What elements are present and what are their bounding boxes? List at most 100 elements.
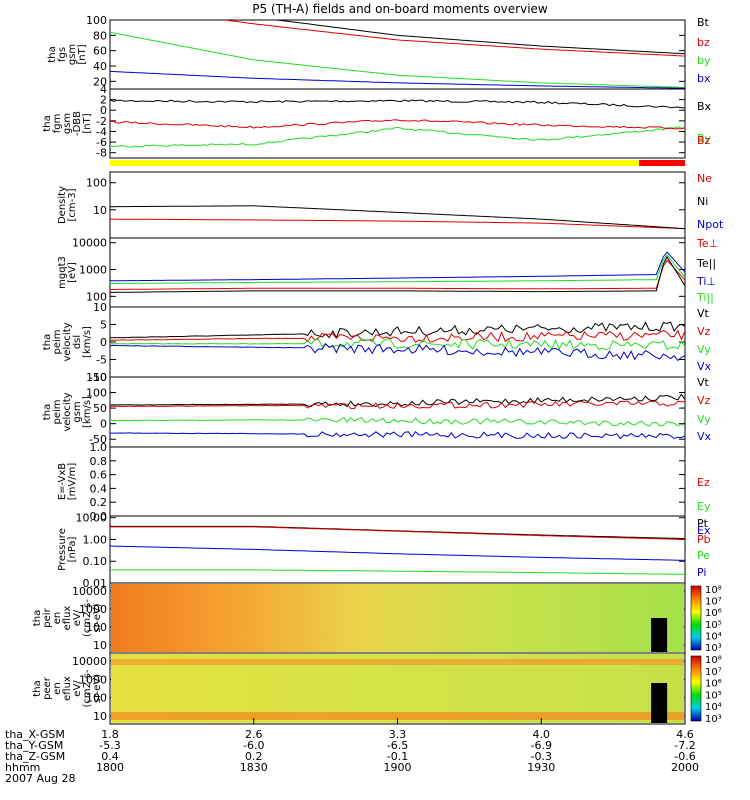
- y-axis-label: en: [52, 612, 63, 625]
- y-tick-label: 100: [86, 290, 107, 303]
- x-axis-row-label: hhmm: [5, 761, 40, 774]
- legend-Ti||: Ti||: [696, 291, 714, 304]
- series-line-Bt: [273, 20, 685, 55]
- y-axis-label: [mV/m]: [67, 463, 78, 501]
- y-axis-label: sr-eV): [92, 603, 103, 632]
- colorbar-label: 10⁸: [705, 655, 722, 666]
- colorbar-label: 10³: [705, 714, 722, 725]
- colorbar-label: 10⁶: [705, 608, 722, 619]
- y-tick-label: 100: [86, 692, 107, 705]
- y-axis-label: tha: [42, 404, 53, 420]
- y-tick-label: 10: [93, 204, 107, 217]
- series-line-Pi: [110, 545, 685, 561]
- panel-3: Density [cm-3] 100 10 Ne Ni Npot: [57, 171, 724, 239]
- x-axis-value: -5.3: [99, 739, 120, 752]
- legend-Pb: Pb: [697, 533, 711, 546]
- panel-8: Pressure [nPa] 10.00 1.00 0.10 0.01 Pt Pb Pe Pi: [57, 512, 711, 590]
- y-tick-label: 10000: [72, 585, 107, 598]
- y-tick-label: 50: [93, 402, 107, 415]
- panel-frame: [109, 306, 686, 378]
- series-line-Vz: [110, 400, 685, 410]
- legend-Vt: Vt: [697, 307, 710, 320]
- series-line-Te||: [110, 255, 685, 293]
- series-line-Vz: [110, 329, 685, 343]
- colorbar: [690, 585, 702, 651]
- y-axis-label: mgqt3: [57, 256, 68, 289]
- panel-frame: [109, 19, 686, 90]
- y-tick-label: 2: [100, 94, 107, 107]
- y-tick-label: -4: [96, 125, 107, 138]
- series-line-Vt: [110, 321, 685, 339]
- x-axis-row-label: tha_Y-GSM: [5, 739, 63, 752]
- x-axis-value: 1930: [527, 761, 555, 774]
- y-tick-label: 5: [100, 319, 107, 332]
- y-tick-label: 0.2: [90, 496, 108, 509]
- colorbar-label: 10⁷: [705, 597, 722, 608]
- spectrogram-band: [111, 712, 684, 720]
- legend-Bt: Bt: [697, 16, 710, 29]
- x-axis-value: 0.2: [245, 750, 263, 763]
- legend-Vy: Vy: [697, 413, 711, 426]
- panel-frame: [109, 237, 686, 308]
- x-axis-value: -6.9: [531, 739, 552, 752]
- y-tick-label: 4: [100, 83, 107, 96]
- series-line-bz: [221, 20, 685, 57]
- series-line-Ti⊥: [110, 251, 685, 282]
- x-axis-value: -6.0: [243, 739, 264, 752]
- colorbar-label: 10⁵: [705, 620, 722, 631]
- colorbar-label: 10⁶: [705, 679, 722, 690]
- y-tick-label: 60: [93, 45, 107, 58]
- y-axis-label: [cm-3]: [67, 188, 78, 221]
- y-tick-label: 10: [93, 639, 107, 652]
- y-axis-label: fgm: [52, 114, 63, 134]
- y-tick-label: 10.00: [76, 512, 108, 525]
- series-line-Vy: [110, 416, 685, 427]
- y-axis-label: gsm: [72, 401, 83, 422]
- y-axis-label: tha: [32, 680, 43, 696]
- y-axis-label: -DBB: [72, 111, 83, 136]
- y-axis-label: [nPa]: [67, 536, 78, 562]
- y-tick-label: 100: [86, 14, 107, 27]
- colorbar-label: 10⁴: [705, 702, 722, 713]
- y-axis-label: peer: [42, 676, 53, 700]
- y-tick-label: 1.00: [83, 533, 108, 546]
- y-axis-label: sr-eV): [92, 674, 103, 703]
- y-axis-label: tha: [47, 46, 58, 62]
- y-axis-label: [nT]: [77, 44, 88, 64]
- y-axis-label: velocity: [62, 392, 73, 431]
- y-axis-label: eflux: [62, 606, 73, 631]
- y-tick-label: 0: [100, 104, 107, 117]
- y-axis-label: dsl: [72, 335, 83, 349]
- x-axis-value: 3.3: [389, 728, 407, 741]
- y-tick-label: 100: [86, 621, 107, 634]
- y-tick-label: 100: [86, 177, 107, 190]
- series-line-by: [110, 31, 685, 88]
- y-tick-label: -50: [89, 433, 107, 446]
- data-gap: [651, 618, 668, 652]
- x-axis-value: 1900: [384, 761, 412, 774]
- series-line-By: [110, 126, 685, 148]
- y-axis-label: [eV]: [67, 262, 78, 283]
- y-tick-label: 1000: [79, 673, 107, 686]
- y-tick-label: 10000: [72, 237, 107, 250]
- legend-Ti⊥: Ti⊥: [696, 275, 716, 288]
- legend-Vz: Vz: [697, 394, 711, 407]
- y-tick-label: -6: [96, 136, 107, 149]
- legend-Ex: Ex: [697, 524, 711, 537]
- x-axis-value: 1830: [240, 761, 268, 774]
- colorbar-label: 10⁵: [705, 690, 722, 701]
- data-gap: [651, 683, 668, 723]
- quality-bar-red: [639, 160, 685, 166]
- y-tick-label: 20: [93, 75, 107, 88]
- y-axis-label: peir: [42, 607, 53, 627]
- y-tick-label: 150: [86, 371, 107, 384]
- y-axis-label: tha: [42, 334, 53, 350]
- panel-4: mgqt3 [eV] 10000 1000 100 Te⊥ Te|| Ti⊥ Ti||: [57, 237, 718, 308]
- x-axis-value: 1.8: [101, 728, 119, 741]
- series-line-Te⊥: [110, 259, 685, 290]
- legend-Ni: Ni: [697, 195, 708, 208]
- panel-frame: [109, 88, 686, 159]
- series-line-Vy: [110, 338, 685, 351]
- panel-1: tha fgs gsm [nT] 100 80 60 40 20 Bt bz by bx: [47, 14, 711, 90]
